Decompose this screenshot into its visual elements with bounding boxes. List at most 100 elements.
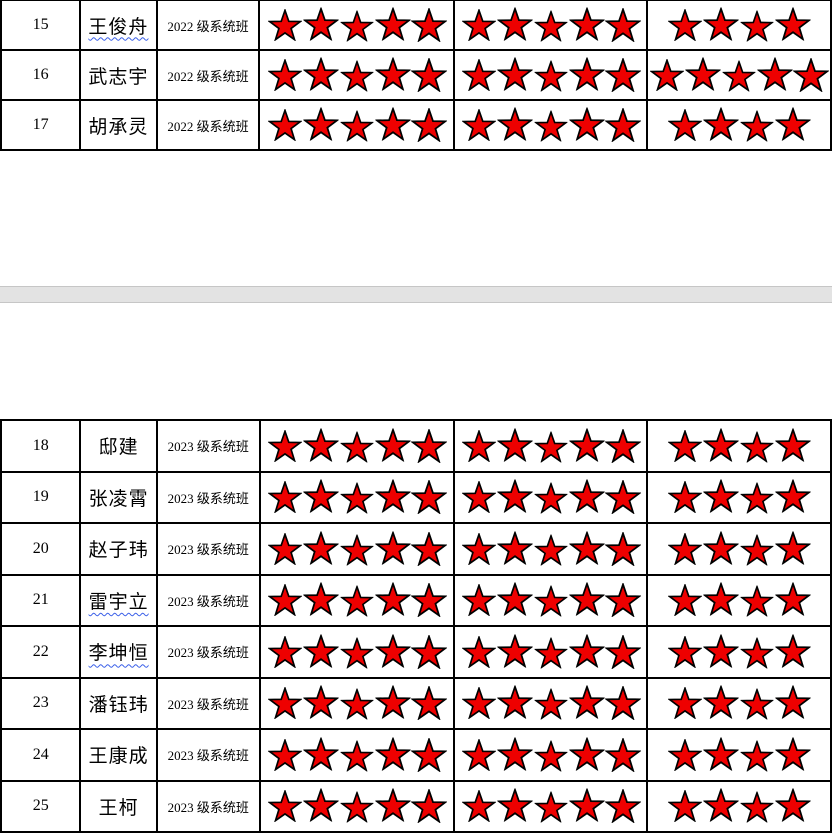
star-icon	[740, 10, 774, 42]
rating-cell	[453, 49, 649, 101]
student-name: 潘钰玮	[79, 676, 158, 730]
class-label: 2022 级系统班	[155, 0, 261, 51]
star-icon	[740, 482, 774, 514]
star-icon	[568, 57, 605, 91]
student-name-text: 雷宇立	[88, 591, 149, 613]
rating-cell	[646, 728, 832, 782]
star-icon	[461, 584, 496, 617]
row-number: 16	[0, 49, 82, 101]
student-name-text: 王俊舟	[88, 16, 149, 38]
star-icon	[497, 479, 533, 513]
star-icon	[497, 685, 533, 719]
row-number: 23	[0, 676, 82, 730]
star-icon	[411, 686, 448, 721]
star-icon	[703, 788, 739, 822]
star-icon	[303, 479, 339, 513]
star-icon	[303, 57, 339, 91]
star-icon	[303, 788, 339, 822]
star-icon	[604, 583, 641, 618]
student-name: 张凌霄	[79, 470, 158, 524]
rating-cell	[258, 522, 456, 576]
star-icon	[740, 791, 774, 823]
star-icon	[534, 482, 568, 514]
star-icon	[410, 108, 447, 142]
student-row: 20 赵子玮 2023 级系统班	[0, 522, 832, 576]
star-icon	[267, 9, 302, 41]
star-icon	[604, 634, 641, 669]
star-icon	[568, 107, 605, 141]
star-icon	[740, 534, 774, 566]
star-icon	[375, 531, 411, 565]
student-name: 李坤恒	[79, 625, 158, 679]
star-icon	[340, 110, 374, 142]
star-icon	[569, 788, 605, 822]
star-icon	[604, 531, 641, 566]
star-icon	[604, 737, 641, 772]
star-icon	[534, 585, 568, 617]
student-name: 胡承灵	[79, 99, 158, 151]
star-icon	[740, 431, 774, 463]
star-icon	[775, 107, 811, 141]
star-icon	[668, 790, 703, 823]
star-icon	[268, 532, 303, 565]
star-rating	[649, 737, 829, 772]
star-icon	[775, 7, 811, 41]
star-icon	[604, 686, 641, 721]
roster-table-page1: 15 王俊舟 2022 级系统班 16 武志宇 2022 级系统班 17 胡承灵 2022 级系…	[0, 0, 832, 151]
star-icon	[375, 788, 411, 822]
star-icon	[740, 688, 774, 720]
star-icon	[340, 688, 374, 720]
class-label: 2023 级系统班	[155, 573, 261, 627]
student-row: 23 潘钰玮 2023 级系统班	[0, 676, 832, 730]
star-icon	[303, 737, 339, 771]
star-icon	[722, 60, 756, 92]
star-rating	[649, 479, 829, 514]
star-icon	[569, 634, 605, 668]
rating-cell	[258, 676, 456, 730]
star-rating	[456, 531, 645, 566]
star-icon	[303, 428, 339, 462]
student-row: 25 王柯 2023 级系统班	[0, 779, 832, 833]
student-name: 王俊舟	[79, 0, 158, 51]
star-icon	[668, 532, 703, 565]
student-name: 王柯	[79, 779, 158, 833]
star-icon	[569, 737, 605, 771]
star-icon	[497, 737, 533, 771]
star-icon	[757, 57, 793, 91]
star-icon	[534, 637, 568, 669]
star-icon	[375, 428, 411, 462]
star-icon	[268, 738, 303, 771]
star-icon	[268, 790, 303, 823]
class-label: 2023 级系统班	[155, 728, 261, 782]
star-icon	[534, 60, 568, 92]
star-icon	[267, 59, 302, 91]
rating-cell	[646, 625, 832, 679]
star-rating	[456, 685, 645, 721]
rating-cell	[646, 470, 832, 524]
rating-cell	[646, 49, 832, 101]
star-rating	[456, 57, 645, 92]
student-name-text: 李坤恒	[88, 643, 149, 665]
star-icon	[410, 58, 447, 92]
star-rating	[456, 634, 645, 669]
star-rating	[262, 788, 453, 824]
rating-cell	[453, 0, 649, 51]
star-icon	[668, 429, 703, 462]
rating-cell	[258, 728, 456, 782]
star-icon	[497, 428, 533, 462]
student-row: 19 张凌霄 2023 级系统班	[0, 470, 832, 524]
star-icon	[703, 7, 739, 41]
star-icon	[668, 687, 703, 720]
rating-cell	[646, 573, 832, 627]
star-icon	[496, 57, 533, 91]
class-label: 2022 级系统班	[155, 99, 261, 151]
star-icon	[668, 738, 703, 771]
student-name-text: 张凌霄	[88, 488, 149, 510]
star-icon	[703, 737, 739, 771]
star-icon	[375, 479, 411, 513]
star-icon	[497, 531, 533, 565]
star-icon	[703, 582, 739, 616]
star-icon	[775, 737, 811, 771]
star-icon	[497, 788, 533, 822]
